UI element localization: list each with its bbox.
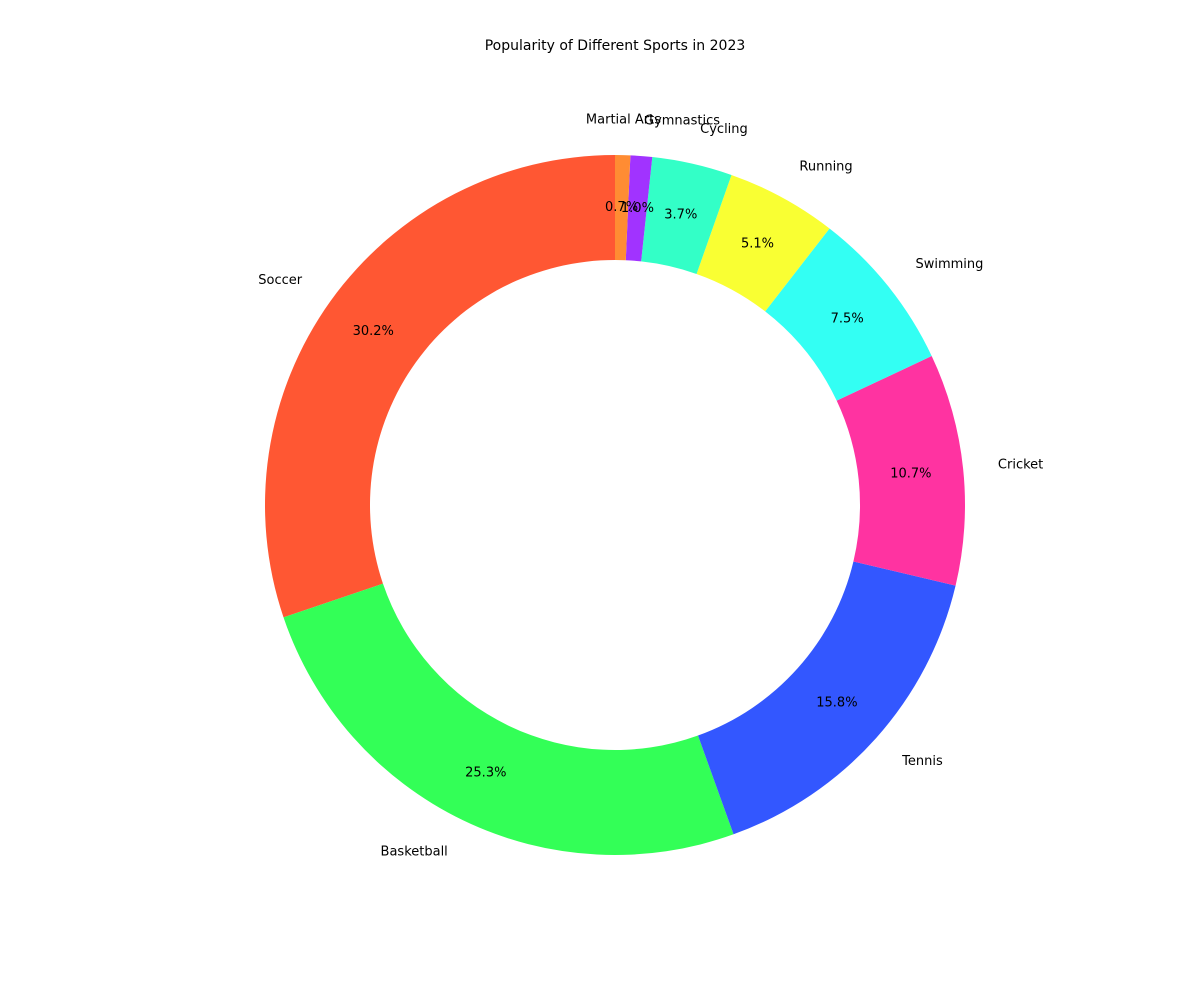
category-label-tennis: Tennis: [901, 754, 943, 769]
slice-gymnastics: [625, 155, 653, 262]
labels-group: 30.2% Soccer 25.3% Basketball 15.8% Tennis 10.…: [258, 113, 1043, 860]
category-label-gymnastics: Gymnastics: [644, 114, 720, 129]
category-label-cycling: Cycling: [700, 122, 748, 137]
slice-basketball: [283, 583, 734, 856]
value-label-cricket: 10.7%: [890, 467, 931, 482]
slice-soccer: [264, 155, 615, 618]
value-label-soccer: 30.2%: [353, 324, 394, 339]
slice-tennis: [697, 561, 956, 835]
category-label-martial-arts: Martial Arts: [586, 113, 661, 128]
slice-swimming: [765, 228, 932, 401]
category-label-basketball: Basketball: [381, 844, 448, 859]
category-label-swimming: Swimming: [915, 257, 983, 272]
value-label-gymnastics: 1.0%: [621, 201, 654, 216]
slice-cycling: [641, 156, 732, 274]
chart-title: Popularity of Different Sports in 2023: [485, 38, 746, 54]
category-label-running: Running: [799, 160, 852, 175]
value-label-cycling: 3.7%: [664, 207, 697, 222]
value-label-basketball: 25.3%: [465, 765, 506, 780]
value-label-swimming: 7.5%: [831, 311, 864, 326]
category-label-cricket: Cricket: [998, 458, 1043, 473]
slice-cricket: [836, 355, 966, 586]
slice-martial-arts: [615, 155, 631, 261]
value-label-tennis: 15.8%: [816, 696, 857, 711]
slices-group: [264, 155, 966, 856]
value-label-martial-arts: 0.7%: [605, 200, 638, 215]
value-label-running: 5.1%: [741, 236, 774, 251]
category-label-soccer: Soccer: [258, 273, 302, 288]
slice-running: [696, 174, 830, 312]
